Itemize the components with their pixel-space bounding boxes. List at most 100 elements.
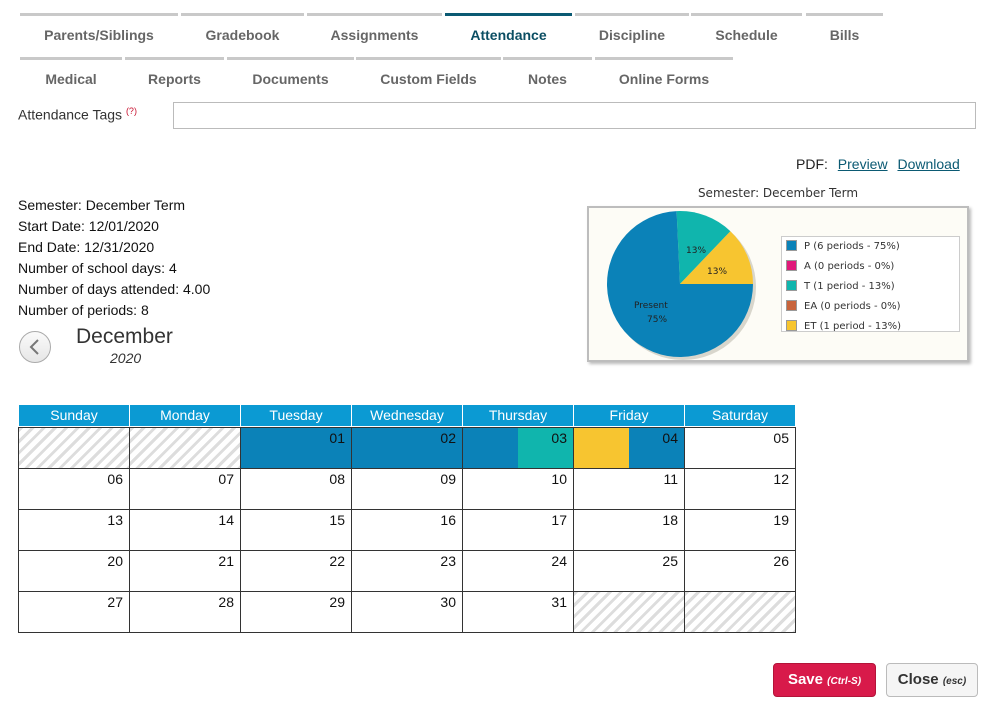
calendar-day[interactable]: 09 (351, 468, 463, 510)
day-number: 05 (773, 430, 789, 446)
period-mark-p (296, 428, 351, 468)
calendar-day[interactable]: 03 (462, 427, 574, 469)
period-mark-p (407, 428, 462, 468)
legend-text: EA (0 periods - 0%) (804, 301, 901, 312)
tab-discipline[interactable]: Discipline (575, 13, 689, 43)
calendar-day[interactable]: 11 (573, 468, 685, 510)
previous-month-button[interactable] (19, 331, 51, 363)
semester-name: Semester: December Term (18, 197, 186, 213)
day-number: 27 (107, 594, 123, 610)
calendar-day[interactable]: 14 (129, 509, 241, 551)
day-number: 11 (663, 471, 678, 487)
calendar-day[interactable]: 10 (462, 468, 574, 510)
calendar-day[interactable]: 16 (351, 509, 463, 551)
calendar-day[interactable]: 24 (462, 550, 574, 592)
calendar-day[interactable]: 08 (240, 468, 352, 510)
calendar-empty-cell (18, 427, 130, 469)
close-shortcut: (esc) (942, 676, 967, 687)
day-number: 07 (218, 471, 234, 487)
calendar-day[interactable]: 28 (129, 591, 241, 633)
day-number: 15 (329, 512, 345, 528)
close-button[interactable]: Close (esc) (886, 663, 978, 697)
legend-swatch (786, 280, 797, 291)
calendar-day[interactable]: 29 (240, 591, 352, 633)
day-number: 04 (662, 430, 678, 446)
tab-online-forms[interactable]: Online Forms (595, 57, 733, 87)
period-mark-p (463, 428, 519, 468)
tab-bills[interactable]: Bills (806, 13, 883, 43)
tab-reports[interactable]: Reports (125, 57, 224, 87)
day-number: 14 (218, 512, 234, 528)
legend-swatch (786, 240, 797, 251)
legend-swatch (786, 300, 797, 311)
calendar-day[interactable]: 17 (462, 509, 574, 551)
legend-item-t: T (1 period - 13%) (786, 280, 895, 292)
calendar-day[interactable]: 25 (573, 550, 685, 592)
day-number: 08 (329, 471, 345, 487)
calendar-day[interactable]: 27 (18, 591, 130, 633)
month-title: December (76, 325, 173, 348)
day-number: 30 (440, 594, 456, 610)
calendar-day[interactable]: 07 (129, 468, 241, 510)
tab-notes[interactable]: Notes (503, 57, 592, 87)
help-icon[interactable]: (?) (125, 106, 137, 116)
chart-legend: P (6 periods - 75%) A (0 periods - 0%) T (… (781, 236, 960, 332)
calendar-day[interactable]: 19 (684, 509, 796, 551)
calendar-day[interactable]: 15 (240, 509, 352, 551)
weekday-saturday: Saturday (684, 405, 795, 426)
attendance-pie-chart: Present 75% 13% 13% P (6 periods - 75%) A (0… (587, 206, 969, 362)
attendance-tags-text: Attendance Tags (18, 106, 123, 123)
attendance-tags-input[interactable] (173, 102, 976, 129)
calendar-day[interactable]: 05 (684, 427, 796, 469)
period-mark-p (629, 428, 684, 468)
pie-slice-t (676, 211, 731, 284)
day-number: 13 (107, 512, 123, 528)
tab-medical[interactable]: Medical (20, 57, 122, 87)
calendar-day[interactable]: 18 (573, 509, 685, 551)
tab-gradebook[interactable]: Gradebook (181, 13, 304, 43)
day-number: 12 (773, 471, 789, 487)
day-number: 06 (107, 471, 123, 487)
calendar-day[interactable]: 02 (351, 427, 463, 469)
calendar-day[interactable]: 31 (462, 591, 574, 633)
calendar-day[interactable]: 26 (684, 550, 796, 592)
calendar-day[interactable]: 23 (351, 550, 463, 592)
calendar-day[interactable]: 06 (18, 468, 130, 510)
school-days-count: Number of school days: 4 (18, 260, 177, 276)
tab-attendance[interactable]: Attendance (445, 13, 572, 43)
calendar-day[interactable]: 20 (18, 550, 130, 592)
tab-documents[interactable]: Documents (227, 57, 354, 87)
weekday-tuesday: Tuesday (240, 405, 351, 426)
save-button[interactable]: Save (Ctrl-S) (773, 663, 876, 697)
legend-text: T (1 period - 13%) (804, 281, 895, 292)
pdf-preview-link[interactable]: Preview (837, 156, 888, 172)
day-number: 19 (773, 512, 789, 528)
chevron-left-icon (29, 339, 39, 355)
tab-schedule[interactable]: Schedule (691, 13, 802, 43)
semester-summary: Semester: December Term Start Date: 12/0… (18, 195, 210, 321)
period-mark-p (241, 428, 297, 468)
pdf-download-link[interactable]: Download (897, 156, 960, 172)
tab-assignments[interactable]: Assignments (307, 13, 442, 43)
legend-item-et: ET (1 period - 13%) (786, 320, 901, 332)
chart-title: Semester: December Term (697, 186, 859, 200)
calendar-day[interactable]: 21 (129, 550, 241, 592)
legend-text: ET (1 period - 13%) (804, 321, 901, 332)
tab-custom-fields[interactable]: Custom Fields (356, 57, 501, 87)
calendar-day[interactable]: 01 (240, 427, 352, 469)
legend-item-p: P (6 periods - 75%) (786, 240, 900, 252)
tab-parents-siblings[interactable]: Parents/Siblings (20, 13, 178, 43)
day-number: 29 (329, 594, 345, 610)
calendar-day[interactable]: 22 (240, 550, 352, 592)
calendar-day[interactable]: 30 (351, 591, 463, 633)
calendar-day[interactable]: 13 (18, 509, 130, 551)
legend-text: P (6 periods - 75%) (804, 241, 900, 252)
pie-label-et-pct: 13% (707, 267, 727, 277)
calendar-day[interactable]: 12 (684, 468, 796, 510)
calendar-day[interactable]: 04 (573, 427, 685, 469)
pie-svg: Present 75% 13% 13% (607, 211, 756, 360)
day-number: 21 (218, 553, 234, 569)
legend-item-a: A (0 periods - 0%) (786, 260, 894, 272)
calendar-empty-cell (129, 427, 241, 469)
period-mark-et (574, 428, 630, 468)
